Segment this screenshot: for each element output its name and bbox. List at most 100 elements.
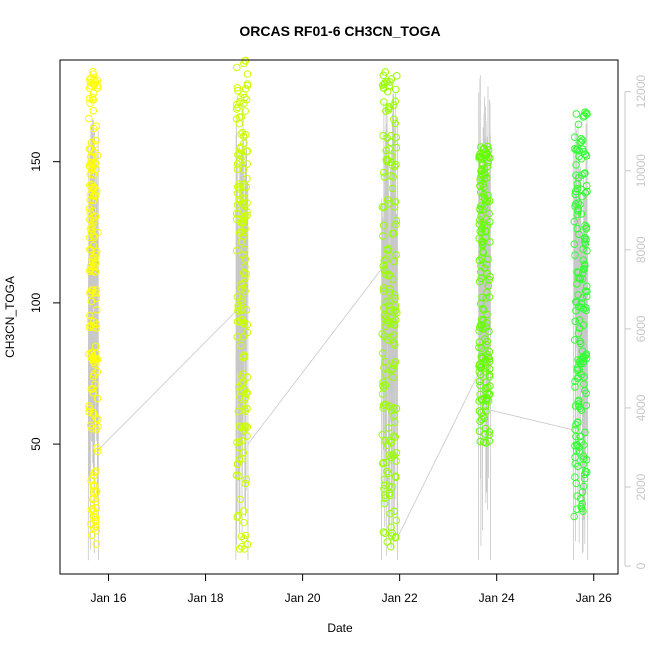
data-point (86, 265, 95, 274)
data-point (477, 167, 485, 176)
data-point (481, 424, 490, 433)
data-point (89, 507, 98, 515)
data-point (390, 361, 398, 369)
data-point (574, 356, 582, 364)
data-point (387, 523, 395, 532)
data-point (89, 107, 98, 115)
data-point (575, 316, 584, 324)
data-point (243, 80, 252, 88)
data-point (390, 418, 399, 427)
data-point (383, 87, 392, 96)
data-point (581, 467, 590, 476)
data-point (243, 147, 252, 156)
data-point (579, 460, 588, 469)
data-point (379, 262, 388, 270)
data-point (243, 328, 252, 337)
data-point (582, 282, 591, 291)
data-point (90, 495, 98, 503)
data-point (241, 287, 249, 295)
data-point (92, 414, 100, 423)
data-point (576, 138, 584, 147)
data-point (386, 288, 394, 297)
data-point (238, 437, 246, 445)
data-point (85, 114, 93, 123)
data-point (239, 132, 248, 140)
data-point (381, 494, 389, 502)
data-point (478, 247, 487, 256)
chart-title: ORCAS RF01-6 CH3CN_TOGA (239, 23, 440, 39)
data-point (233, 460, 242, 469)
y-tick-label: 50 (29, 437, 43, 451)
data-point (380, 266, 389, 275)
data-point (243, 208, 251, 216)
data-point (476, 182, 484, 190)
data-point (89, 263, 97, 271)
data-point (479, 438, 488, 446)
data-point (89, 481, 97, 489)
data-point (243, 373, 252, 382)
data-point (237, 532, 246, 541)
data-point (385, 82, 393, 90)
data-point (572, 298, 581, 307)
data-point (232, 115, 241, 123)
data-point (573, 268, 581, 276)
data-point (481, 335, 489, 343)
data-point (389, 365, 397, 373)
data-point (237, 380, 246, 388)
data-point (87, 138, 96, 147)
y-axis: 50 100 150 (29, 151, 60, 451)
data-point (233, 438, 241, 447)
data-point (383, 246, 391, 254)
data-point (241, 56, 250, 65)
data-point (482, 319, 491, 327)
connector-line (247, 268, 382, 445)
data-point (578, 294, 587, 302)
data-point (92, 294, 101, 303)
data-point (93, 81, 102, 90)
data-point (389, 432, 398, 441)
data-point (85, 204, 94, 213)
data-point (485, 293, 494, 301)
data-point (570, 217, 579, 226)
data-point (241, 531, 250, 540)
data-point (240, 518, 248, 527)
data-point (92, 487, 100, 496)
data-point (572, 110, 581, 118)
data-point (389, 373, 397, 382)
data-point (581, 287, 590, 295)
data-point (92, 467, 100, 475)
data-point (478, 171, 487, 180)
data-point (236, 93, 245, 102)
right-tick-label: 6000 (634, 315, 648, 342)
data-point (241, 85, 250, 93)
data-point (90, 468, 99, 477)
data-point (570, 336, 579, 344)
data-point (390, 203, 399, 211)
data-point (573, 440, 581, 449)
data-points (85, 56, 591, 553)
data-point (577, 406, 586, 415)
data-point (243, 540, 252, 549)
data-point (571, 190, 580, 199)
data-point (581, 108, 589, 116)
data-point (484, 383, 492, 392)
data-point (483, 162, 492, 171)
right-tick-label: 10000 (634, 154, 648, 188)
connector-line (397, 373, 479, 538)
data-point (582, 292, 591, 301)
data-point (575, 274, 584, 283)
data-point (88, 531, 96, 540)
data-point (92, 306, 101, 314)
data-point (243, 389, 252, 397)
data-point (483, 337, 492, 346)
data-point (479, 249, 488, 257)
data-point (240, 189, 248, 197)
data-point (379, 528, 388, 536)
data-point (476, 437, 485, 446)
data-point (93, 368, 102, 376)
data-point (382, 255, 390, 263)
data-point (582, 304, 590, 312)
data-point (579, 452, 588, 460)
data-point (85, 145, 94, 153)
data-point (580, 260, 589, 269)
